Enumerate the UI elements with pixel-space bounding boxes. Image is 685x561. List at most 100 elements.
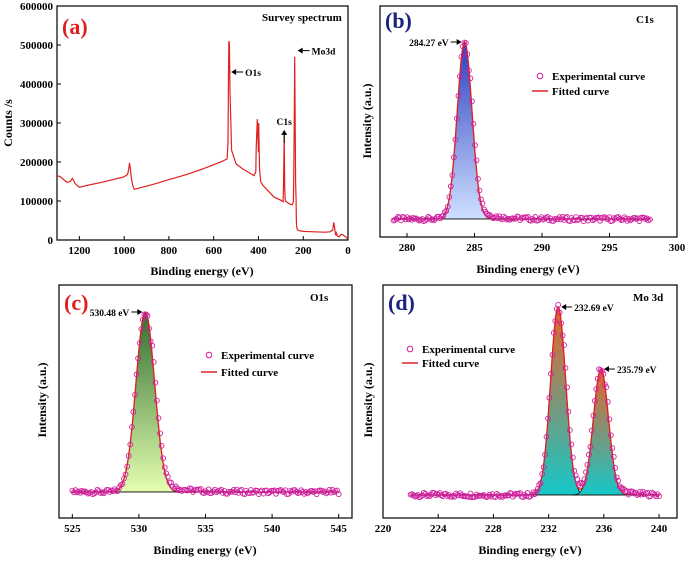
panel-b-experimental-point — [455, 93, 462, 99]
panel-d-experimental-point — [629, 488, 636, 495]
panel-b-experimental-point — [467, 75, 474, 82]
legend-fitted-label: Fitted curve — [552, 86, 609, 98]
panel-c-experimental-point — [150, 359, 157, 365]
panel-b-experimental-point — [479, 200, 486, 207]
panel-d-xtick-label: 220 — [375, 523, 392, 535]
panel-d-peak-label-1: 235.79 eV — [617, 366, 657, 376]
panel-d-experimental-point — [641, 491, 648, 498]
panel-c-experimental-point — [130, 408, 137, 415]
panel-d-experimental-point — [559, 332, 566, 339]
panel-c-xtick-label: 545 — [330, 523, 347, 535]
panel-c-experimental-point — [313, 491, 320, 497]
panel-b-experimental-point — [647, 216, 653, 223]
panel-d-experimental-point — [536, 481, 543, 488]
panel-d-mo3d: (d) Mo 3d Binding energy (eV) Intensity … — [361, 284, 678, 557]
panel-b-peak-fill-0 — [434, 41, 495, 220]
panel-c-experimental-point — [335, 491, 342, 498]
panel-c-experimental-point — [144, 312, 151, 319]
panel-b-experimental-point — [466, 67, 472, 74]
panel-d-experimental-point — [581, 476, 588, 483]
panel-a-xtick-label: 400 — [250, 245, 267, 257]
panel-c-experimental-point — [139, 316, 146, 323]
panel-c-experimental-point — [127, 441, 134, 448]
panel-b-experimental-point — [500, 213, 507, 220]
panel-d-experimental-point — [637, 488, 643, 495]
panel-b-experimental-point — [446, 194, 453, 200]
panel-d-experimental-point — [656, 493, 662, 499]
panel-b-experimental-point — [457, 73, 463, 80]
panel-a-ylabel: Counts /s — [1, 99, 15, 147]
panel-b-experimental-point — [431, 217, 438, 224]
panel-c-peak-label-0: 530.48 eV — [90, 309, 130, 319]
panel-c-xtick-label: 535 — [197, 523, 214, 535]
panel-b-experimental-point — [429, 216, 436, 223]
panel-d-experimental-point — [540, 464, 547, 471]
panel-a-ytick-label: 0 — [48, 235, 54, 247]
panel-c-tag: (c) — [64, 290, 88, 315]
panel-d-xtick-label: 224 — [430, 523, 447, 535]
panel-b-experimental-point — [463, 40, 469, 46]
panel-d-experimental-point — [549, 352, 556, 358]
panel-c-experimental-point — [334, 487, 340, 494]
panel-c-experimental-point — [298, 487, 304, 494]
mo3d-arrowhead — [297, 47, 303, 54]
panel-c-experimental-point — [157, 430, 163, 437]
panel-c-peak-arrowhead — [137, 309, 143, 315]
panel-d-experimental-point — [594, 375, 601, 382]
panel-d-title: Mo 3d — [633, 292, 663, 304]
panel-b-peak-label-0: 284.27 eV — [409, 39, 449, 49]
panel-b-tag: (b) — [385, 8, 412, 33]
panel-c-experimental-point — [218, 486, 225, 493]
panel-d-experimental-point — [545, 415, 551, 422]
panel-b-xlabel: Binding energy (eV) — [476, 262, 579, 276]
c1s-arrowhead — [281, 129, 288, 135]
panel-c-xlabel: Binding energy (eV) — [153, 543, 256, 557]
panel-d-xtick-label: 236 — [596, 523, 613, 535]
panel-b-experimental-point — [458, 53, 465, 60]
panel-c-experimental-point — [91, 490, 98, 497]
panel-d-experimental-point — [583, 469, 589, 476]
panel-d-experimental-point — [426, 493, 433, 500]
panel-d-experimental-point — [543, 434, 550, 440]
panel-b-fitted-curve — [393, 41, 650, 220]
panel-a-ytick-label: 600000 — [20, 1, 54, 13]
panel-c-experimental-point — [132, 391, 138, 398]
panel-b-experimental-point — [422, 217, 429, 224]
panel-a-xtick-label: 800 — [161, 245, 178, 257]
panel-b-xtick-label: 300 — [669, 242, 685, 254]
panel-b-experimental-point — [540, 216, 546, 223]
panel-c-experimental-point — [273, 490, 279, 497]
legend-experimental-marker — [205, 351, 213, 359]
panel-d-xtick-label: 232 — [540, 523, 557, 535]
panel-a-ytick-label: 500000 — [20, 40, 54, 52]
panel-b-experimental-point — [469, 98, 475, 105]
panel-b-experimental-point — [425, 214, 432, 220]
panel-c-experimental-point — [152, 379, 159, 386]
panel-a-xtick-label: 1200 — [68, 245, 91, 257]
panel-d-experimental-point — [591, 397, 598, 404]
panel-d-experimental-point — [597, 367, 604, 373]
panel-d-experimental-point — [562, 365, 569, 371]
panel-d-peak-fill-1 — [570, 368, 632, 496]
o1s-arrowhead — [231, 69, 237, 75]
panel-d-experimental-point — [603, 384, 610, 390]
panel-d-experimental-point — [625, 491, 632, 498]
panel-c-experimental-point — [237, 487, 243, 494]
panel-d-experimental-point — [564, 384, 570, 391]
panel-c-experimental-point — [138, 326, 145, 332]
panel-d-experimental-point — [644, 489, 651, 496]
panel-d-experimental-point — [417, 493, 424, 500]
panel-c-experimental-point — [251, 489, 257, 496]
panel-c-experimental-point — [119, 481, 126, 487]
panel-b-c1s: (b) C1s Binding energy (eV) Intensity (a… — [360, 5, 685, 276]
panel-d-xtick-label: 228 — [485, 523, 502, 535]
panel-d-experimental-point — [568, 441, 575, 448]
panel-c-fitted-curve — [72, 311, 339, 493]
panel-d-experimental-point — [539, 471, 545, 477]
panel-c-experimental-point — [124, 463, 131, 470]
panel-d-experimental-point — [599, 368, 605, 374]
panel-c-experimental-point — [107, 489, 113, 495]
panel-c-xtick-label: 540 — [264, 523, 281, 535]
panel-b-experimental-point — [392, 216, 398, 223]
panel-d-experimental-point — [542, 451, 548, 458]
